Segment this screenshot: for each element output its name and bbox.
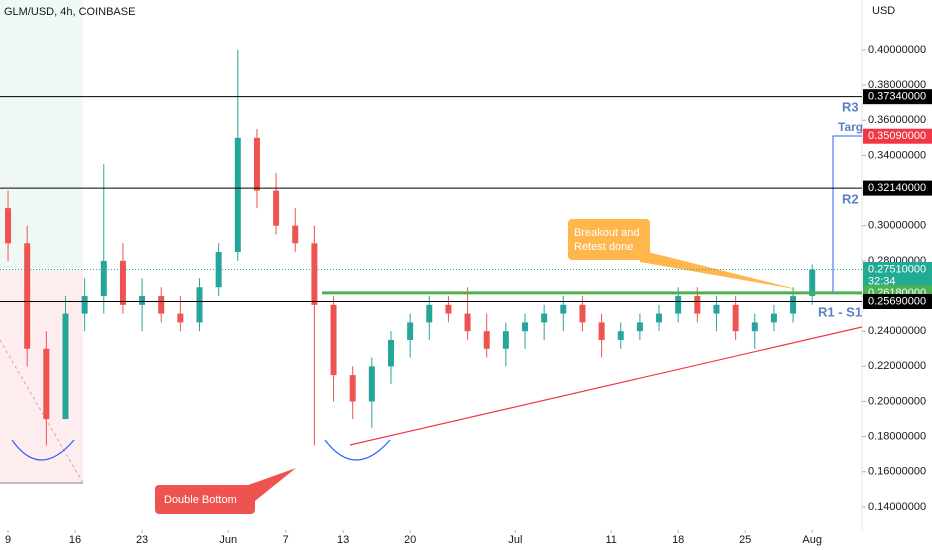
candle-body xyxy=(694,296,701,314)
support-trendline xyxy=(349,326,863,446)
x-tick-label: 9 xyxy=(5,534,11,546)
candle-body xyxy=(809,269,816,297)
bottom-arc xyxy=(324,439,391,461)
price-label-box xyxy=(863,180,932,196)
y-tick-label: 0.34000000 xyxy=(868,149,926,161)
price-label: 0.25690000 xyxy=(868,295,926,307)
candle-body xyxy=(253,137,260,191)
candle-body xyxy=(770,313,777,323)
x-tick-label: 23 xyxy=(136,534,148,546)
candle-body xyxy=(522,322,529,332)
bottom-arc xyxy=(11,439,75,461)
candle-body xyxy=(713,304,720,314)
candle-body xyxy=(158,296,165,314)
callout-text: Retest done xyxy=(574,241,633,253)
candle-body xyxy=(24,243,31,349)
y-tick-label: 0.14000000 xyxy=(868,501,926,513)
y-tick-label: 0.36000000 xyxy=(868,114,926,126)
x-tick-label: Jun xyxy=(219,534,237,546)
candle-body xyxy=(464,313,471,332)
price-label-box xyxy=(863,128,932,144)
x-tick-label: 25 xyxy=(739,534,751,546)
plot xyxy=(5,49,816,446)
price-label: 0.37340000 xyxy=(868,91,926,103)
candle-body xyxy=(579,304,586,323)
candle-body xyxy=(426,304,433,323)
callout-text: Breakout and xyxy=(574,227,639,239)
annotation: R2 xyxy=(842,191,859,206)
candle-body xyxy=(292,225,299,244)
candle-body xyxy=(636,322,643,332)
price-label: 0.35090000 xyxy=(868,130,926,142)
price-label: 0.27510000 xyxy=(868,263,926,275)
candle-body xyxy=(5,208,12,244)
y-tick-label: 0.40000000 xyxy=(868,44,926,56)
annotation: R3 xyxy=(842,99,859,114)
candle-body xyxy=(215,252,222,288)
candle-body xyxy=(617,331,624,340)
countdown: 32:34 xyxy=(868,275,896,287)
candle-body xyxy=(349,375,356,402)
target-bracket xyxy=(806,135,862,293)
candle-body xyxy=(119,260,126,305)
candle-body xyxy=(62,313,69,420)
candle-body xyxy=(177,313,184,323)
x-tick-label: 13 xyxy=(337,534,349,546)
candle-body xyxy=(656,313,663,323)
candle-body xyxy=(311,243,318,305)
candle-body xyxy=(273,190,280,226)
candle-body xyxy=(81,296,88,314)
candle-body xyxy=(100,260,107,297)
candle-body xyxy=(751,322,758,332)
y-tick-label: 0.22000000 xyxy=(868,360,926,372)
candle-body xyxy=(790,296,797,314)
profit-zone xyxy=(0,0,83,270)
price-label-box xyxy=(863,261,932,288)
callout xyxy=(155,485,255,514)
candle-body xyxy=(560,304,567,314)
x-tick-label: 7 xyxy=(283,534,289,546)
candle-body xyxy=(368,366,375,402)
callout-pointer xyxy=(640,250,800,290)
x-tick-label: 11 xyxy=(605,534,616,546)
candle-body xyxy=(732,304,739,332)
candle-body xyxy=(330,304,337,376)
callout-text: Double Bottom xyxy=(164,494,237,506)
callout xyxy=(568,219,650,260)
y-tick-label: 0.16000000 xyxy=(868,466,926,478)
x-tick-label: Jul xyxy=(508,534,522,546)
y-tick-label: 0.30000000 xyxy=(868,220,926,232)
candle-body xyxy=(675,296,682,314)
candle-body xyxy=(502,331,509,349)
candle-body xyxy=(196,287,203,323)
price-label-box xyxy=(863,89,932,105)
y-tick-label: 0.38000000 xyxy=(868,79,926,91)
annotation: Targ xyxy=(838,120,863,134)
candle-body xyxy=(407,322,414,340)
y-tick-label: 0.18000000 xyxy=(868,431,926,443)
candle-body xyxy=(483,331,490,349)
candle-body xyxy=(387,339,394,367)
price-label-box xyxy=(863,293,932,309)
x-tick-label: 16 xyxy=(69,534,81,546)
currency: USD xyxy=(872,5,895,17)
y-tick-label: 0.20000000 xyxy=(868,395,926,407)
candle-body xyxy=(445,304,452,314)
annotation: R1 - S1 xyxy=(818,304,862,319)
price-label: 0.32140000 xyxy=(868,182,926,194)
candle-body xyxy=(139,296,146,305)
candle-body xyxy=(43,348,50,420)
y-tick-label: 0.24000000 xyxy=(868,325,926,337)
x-tick-label: 18 xyxy=(672,534,684,546)
candle-body xyxy=(598,322,605,340)
x-tick-label: 20 xyxy=(404,534,416,546)
candle-body xyxy=(541,313,548,323)
x-tick-label: Aug xyxy=(802,534,822,546)
loss-zone xyxy=(0,270,83,483)
symbol-title: GLM/USD, 4h, COINBASE xyxy=(4,6,135,18)
candle-body xyxy=(234,137,241,253)
